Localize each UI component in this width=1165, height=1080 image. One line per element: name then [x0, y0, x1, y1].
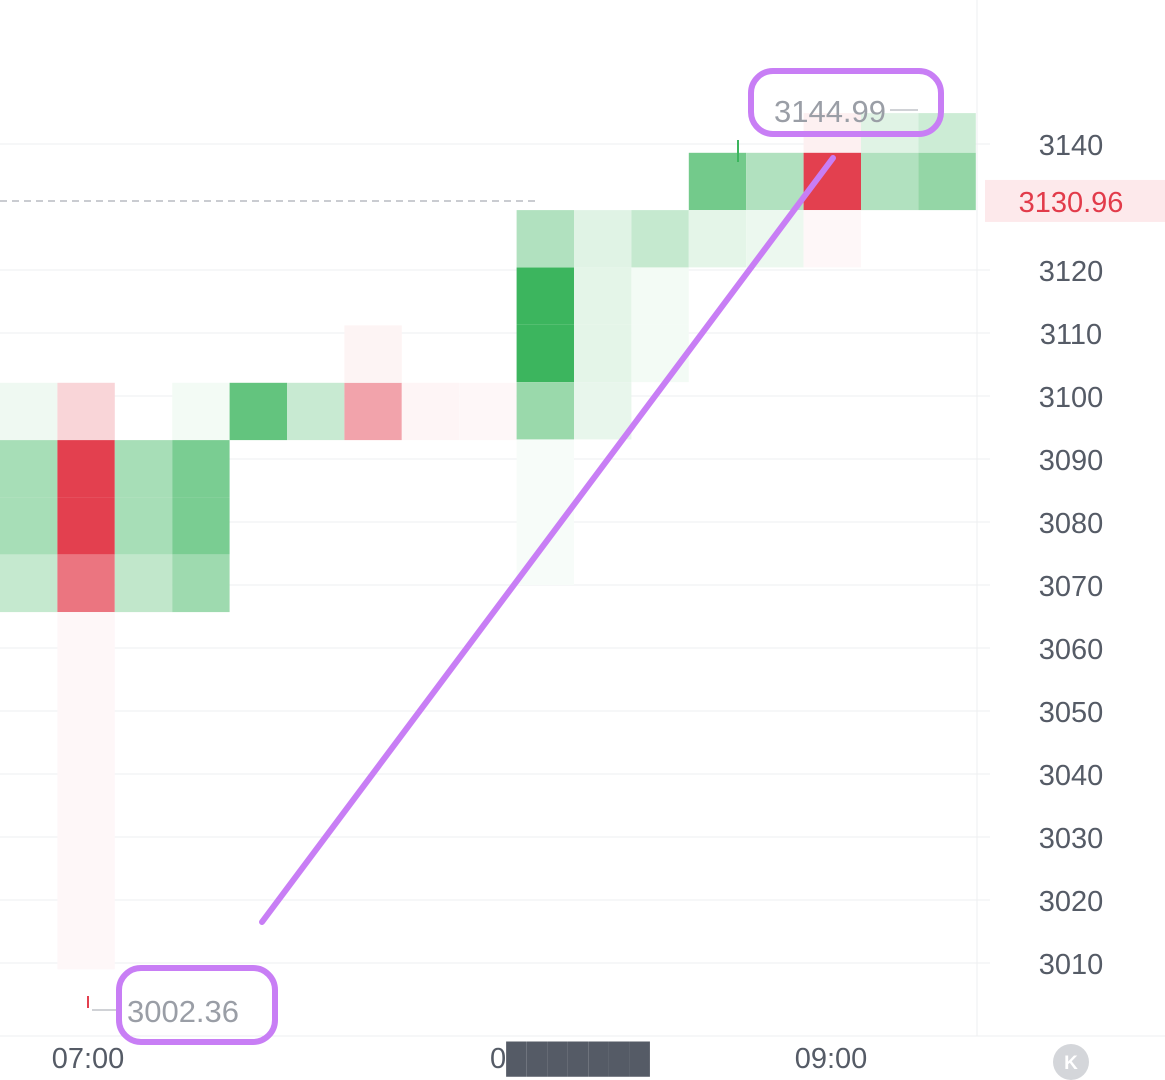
y-tick-label: 3070 [1039, 571, 1104, 603]
low-annotation-box [116, 965, 278, 1045]
heatmap-cell [574, 210, 632, 268]
heatmap-cell [57, 440, 115, 498]
reset-zoom-icon [1053, 1044, 1089, 1080]
heatmap-cell [57, 612, 115, 970]
heatmap-cell [516, 439, 574, 585]
heatmap-cell [631, 267, 689, 325]
heatmap-cell [574, 324, 632, 383]
y-tick-label: 3010 [1039, 949, 1104, 981]
heatmap-cell [172, 440, 230, 498]
axes: 3140 3120 3110 3100 3090 3080 3070 3060 3050 3040… [52, 130, 1104, 1080]
heatmap-cell [172, 497, 230, 555]
y-tick-label: 3080 [1039, 508, 1104, 540]
heatmap-cell [516, 210, 574, 268]
heatmap-cell [516, 324, 574, 383]
heatmap-cell [172, 554, 230, 613]
reset-zoom-button[interactable]: K [1053, 1044, 1089, 1080]
high-price-label: 3144.99 [774, 94, 886, 129]
heatmap-cell [0, 440, 58, 498]
heatmap-cell [574, 267, 632, 325]
heatmap-cell [574, 382, 632, 440]
heatmap-cell [114, 554, 173, 613]
reset-zoom-glyph: K [1064, 1053, 1078, 1074]
heatmap-cell [631, 324, 689, 383]
heatmap-cell [516, 382, 574, 440]
x-tick-label: 0███████ [490, 1041, 650, 1077]
heatmap-cell [688, 210, 747, 268]
current-price-label: 3130.96 [1019, 187, 1124, 219]
y-tick-label: 3040 [1039, 760, 1104, 792]
heatmap-cells [0, 113, 976, 1008]
heatmap-cell [57, 554, 115, 613]
x-tick-label: 07:00 [52, 1043, 125, 1075]
y-tick-label: 3140 [1039, 130, 1104, 162]
heatmap-cell [459, 382, 517, 441]
heatmap-cell [0, 382, 58, 441]
heatmap-cell [172, 382, 230, 441]
y-tick-label: 3110 [1040, 319, 1102, 351]
heatmap-cell [114, 497, 173, 555]
low-price-label: 3002.36 [127, 994, 239, 1029]
heatmap-cell [344, 382, 402, 441]
y-tick-label: 3020 [1039, 886, 1104, 918]
heatmap-cell [57, 497, 115, 555]
current-price-badge [985, 179, 1165, 222]
heatmap-cell [861, 152, 919, 211]
annotation-arrow-line [259, 155, 836, 925]
heatmap-cell [229, 382, 287, 441]
y-tick-label: 3120 [1039, 256, 1104, 288]
annotations: 3130.96 3144.99 3002.36 [0, 68, 1165, 1045]
heatmap-cell [688, 152, 747, 211]
high-annotation-box [748, 68, 944, 137]
heatmap-cell [344, 325, 402, 383]
y-tick-label: 3100 [1039, 382, 1104, 414]
y-tick-label: 3030 [1039, 823, 1104, 855]
heatmap-cell [746, 152, 804, 211]
y-tick-label: 3090 [1039, 445, 1104, 477]
y-tick-label: 3050 [1039, 697, 1104, 729]
heatmap-cell [631, 210, 689, 268]
heatmap-cell [0, 497, 58, 555]
heatmap-cell [114, 440, 173, 498]
heatmap-cell [918, 152, 976, 211]
heatmap-cell [57, 382, 115, 441]
x-tick-label: 09:00 [795, 1043, 868, 1075]
heatmap-cell [0, 554, 58, 613]
heatmap-cell [803, 210, 861, 268]
heatmap-cell [287, 382, 345, 441]
heatmap-cell [516, 267, 574, 325]
y-tick-label: 3060 [1039, 634, 1104, 666]
heatmap-cell [401, 382, 460, 441]
